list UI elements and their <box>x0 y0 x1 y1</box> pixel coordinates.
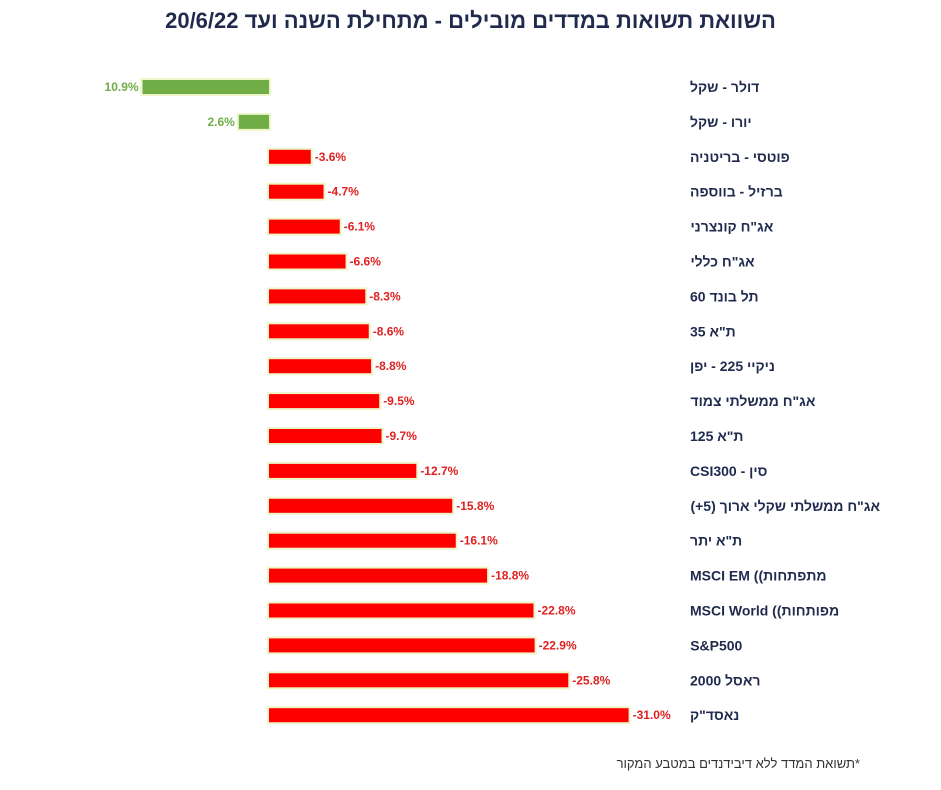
bar <box>269 219 340 234</box>
bar <box>269 149 311 164</box>
category-label: אג"ח קונצרני <box>690 219 773 235</box>
data-label: -22.9% <box>539 638 577 652</box>
bar <box>269 638 535 653</box>
category-label: סין - CSI300 <box>690 463 767 479</box>
data-label: -16.1% <box>460 534 498 548</box>
category-label: ת"א 35 <box>690 323 736 339</box>
bar <box>269 324 369 339</box>
category-label: דולר - שקל <box>690 79 759 95</box>
data-label: -3.6% <box>315 150 347 164</box>
category-label: MSCI World ((מפותחות <box>690 603 839 619</box>
bar <box>269 498 453 513</box>
bar <box>269 184 324 199</box>
data-label: -9.7% <box>386 429 418 443</box>
chart-title: השוואת תשואות במדדים מובילים - מתחילת הש… <box>165 8 776 33</box>
category-label: ת"א 125 <box>690 428 744 444</box>
bar <box>142 80 269 94</box>
category-label: אג"ח ממשלתי שקלי ארוך (5+) <box>690 498 880 514</box>
category-label: יורו - שקל <box>690 114 752 130</box>
category-label: תל בונד 60 <box>690 288 759 304</box>
bar <box>269 463 417 478</box>
bar <box>269 533 456 548</box>
category-label: ניקיי 225 - יפן <box>690 358 775 374</box>
category-label: אג"ח ממשלתי צמוד <box>690 393 815 409</box>
category-label: ברזיל - בווספה <box>690 184 783 200</box>
bar <box>238 114 269 129</box>
data-label: -15.8% <box>456 499 494 513</box>
data-label: -18.8% <box>491 569 529 583</box>
data-label: -9.5% <box>383 394 415 408</box>
data-label: -6.6% <box>350 255 382 269</box>
bar <box>269 429 382 443</box>
data-label: -8.3% <box>369 289 401 303</box>
category-label: נאסד"ק <box>690 707 739 723</box>
category-label: ראסל 2000 <box>690 672 760 688</box>
data-label: 2.6% <box>207 115 235 129</box>
category-label: אג"ח כללי <box>690 254 755 270</box>
category-label: ת"א יתר <box>690 533 742 549</box>
data-label: -4.7% <box>328 185 360 199</box>
data-label: -12.7% <box>420 464 458 478</box>
data-label: -6.1% <box>344 220 376 234</box>
category-label: MSCI EM ((מתפתחות <box>690 568 827 584</box>
bar <box>269 359 372 374</box>
bar <box>269 603 534 618</box>
data-label: -25.8% <box>572 673 610 687</box>
data-label: -22.8% <box>537 604 575 618</box>
bar <box>269 394 380 409</box>
data-label: -8.8% <box>375 359 407 373</box>
bar <box>269 568 488 583</box>
bar <box>269 708 629 723</box>
data-label: -8.6% <box>373 324 405 338</box>
footnote: *תשואת המדד ללא דיבידנדים במטבע המקור <box>616 756 860 771</box>
category-label: פוטסי - בריטניה <box>690 149 790 165</box>
bar <box>269 673 569 688</box>
category-label: S&P500 <box>690 637 742 653</box>
data-label: 10.9% <box>105 80 139 94</box>
data-label: -31.0% <box>633 708 671 722</box>
bar <box>269 289 366 304</box>
bar <box>269 254 346 269</box>
